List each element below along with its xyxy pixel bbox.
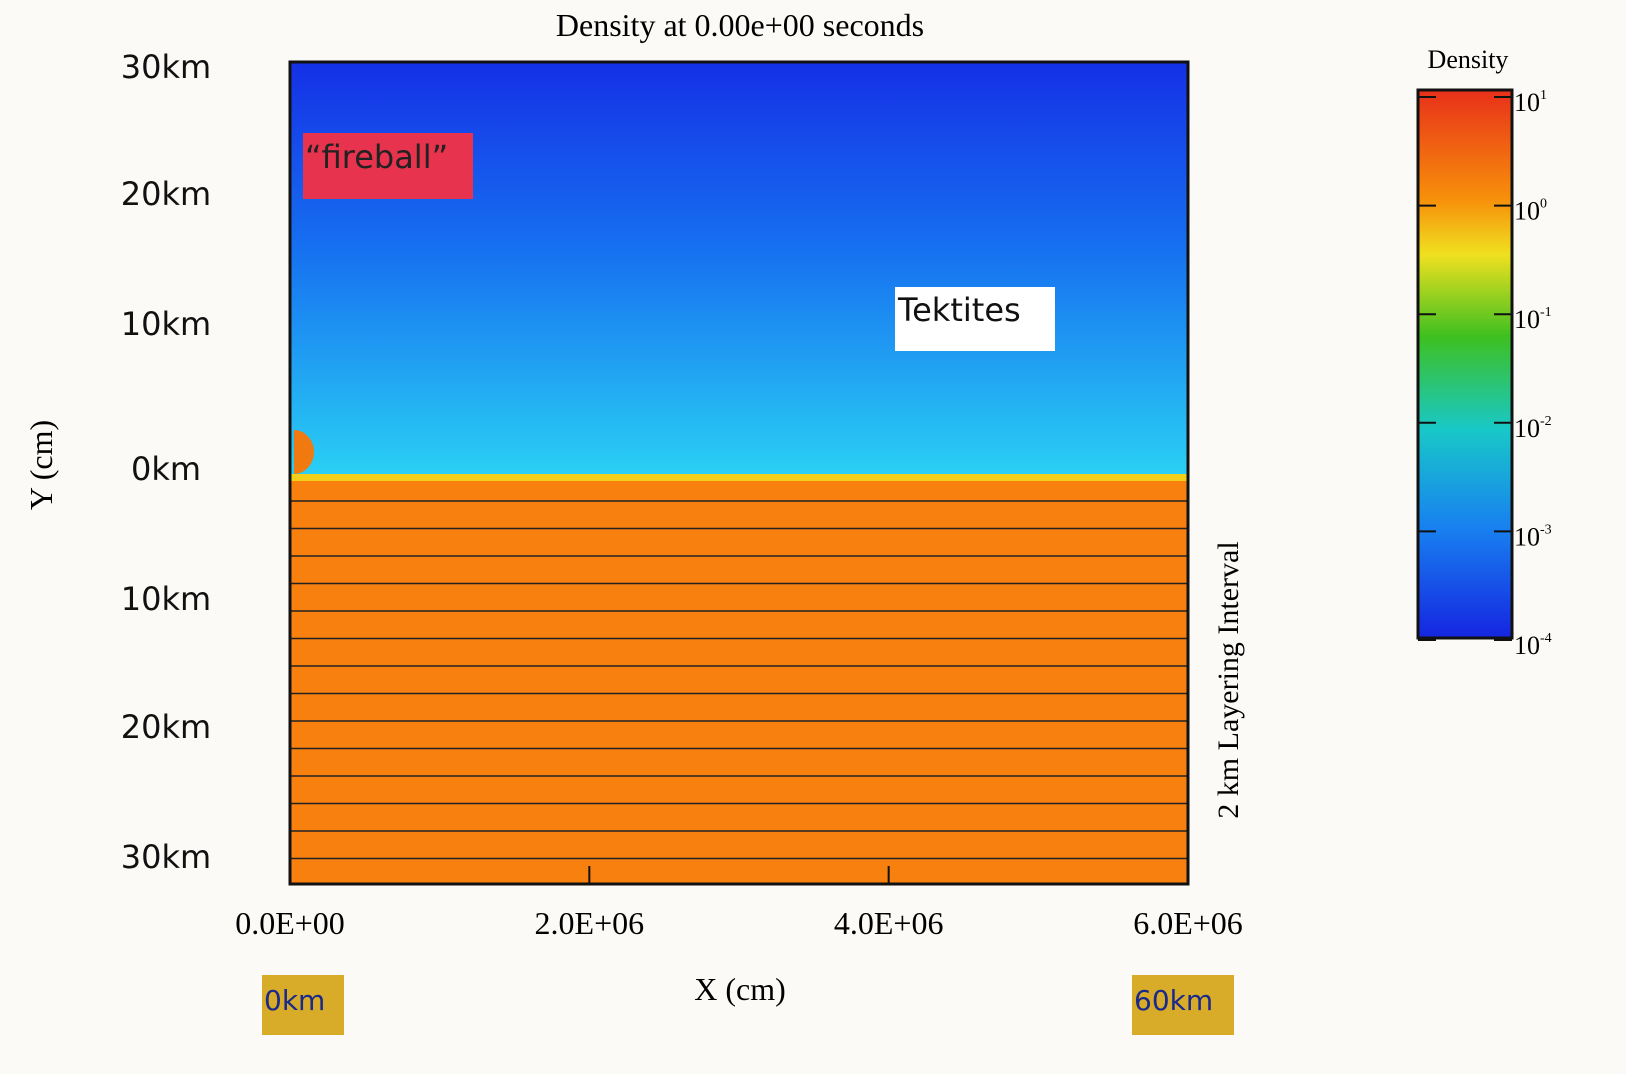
km-box xyxy=(262,975,344,1035)
fireball-label: “fireball” xyxy=(305,138,448,176)
layer-lines xyxy=(290,500,1188,860)
km-label: 60km xyxy=(1134,984,1213,1017)
y-label: 30km xyxy=(121,838,211,876)
plot-area xyxy=(288,60,1190,886)
tick-base: 10 xyxy=(1514,88,1540,117)
tektites-label: Tektites xyxy=(897,291,1021,329)
y-labels: 30km 20km 10km 0km 10km 20km 30km xyxy=(121,48,211,876)
tick-exponent: 1 xyxy=(1540,88,1547,103)
colorbar-tick-label: 10-4 xyxy=(1514,631,1552,660)
km-box xyxy=(1132,975,1234,1035)
tick-base: 10 xyxy=(1514,197,1540,226)
colorbar-tick-label: 10-2 xyxy=(1514,414,1552,443)
km-label: 0km xyxy=(264,984,325,1017)
layering-label: 2 km Layering Interval xyxy=(1212,541,1245,818)
y-axis-title: Y (cm) xyxy=(23,420,59,510)
colorbar-tick-label: 10-1 xyxy=(1514,305,1552,334)
plot-frame xyxy=(288,60,1190,886)
x-tick-label: 6.0E+06 xyxy=(1133,905,1243,941)
colorbar-tick-label: 100 xyxy=(1514,197,1547,226)
x-tick-label: 4.0E+06 xyxy=(834,905,944,941)
y-label: 30km xyxy=(121,48,211,86)
title: Density at 0.00e+00 seconds xyxy=(556,7,924,43)
tick-base: 10 xyxy=(1514,414,1540,443)
y-label: 0km xyxy=(131,450,201,488)
colorbar-tick-label: 101 xyxy=(1514,88,1547,117)
x-axis-title: X (cm) xyxy=(694,971,786,1007)
x-ticks: 0.0E+00 2.0E+06 4.0E+06 6.0E+06 xyxy=(235,866,1243,941)
tick-base: 10 xyxy=(1514,305,1540,334)
surface xyxy=(290,474,1188,481)
atmosphere xyxy=(290,62,1188,476)
y-label: 20km xyxy=(121,175,211,213)
x-tick-label: 0.0E+00 xyxy=(235,905,345,941)
colorbar-title: Density xyxy=(1428,45,1509,74)
tektites-box xyxy=(895,287,1055,351)
tick-exponent: -4 xyxy=(1540,631,1552,646)
tick-exponent: -2 xyxy=(1540,414,1552,429)
tick-base: 10 xyxy=(1514,631,1540,660)
ground xyxy=(290,476,1188,884)
y-label: 10km xyxy=(121,305,211,343)
fireball-box xyxy=(303,133,473,199)
x-tick-label: 2.0E+06 xyxy=(535,905,645,941)
tick-base: 10 xyxy=(1514,522,1540,551)
colorbar xyxy=(1416,88,1514,640)
y-label: 10km xyxy=(121,580,211,618)
fireball-shape xyxy=(294,430,314,474)
tick-exponent: -1 xyxy=(1540,305,1552,320)
y-label: 20km xyxy=(121,708,211,746)
tick-exponent: -3 xyxy=(1540,522,1552,537)
colorbar-tick-label: 10-3 xyxy=(1514,522,1552,551)
tick-exponent: 0 xyxy=(1540,197,1547,212)
